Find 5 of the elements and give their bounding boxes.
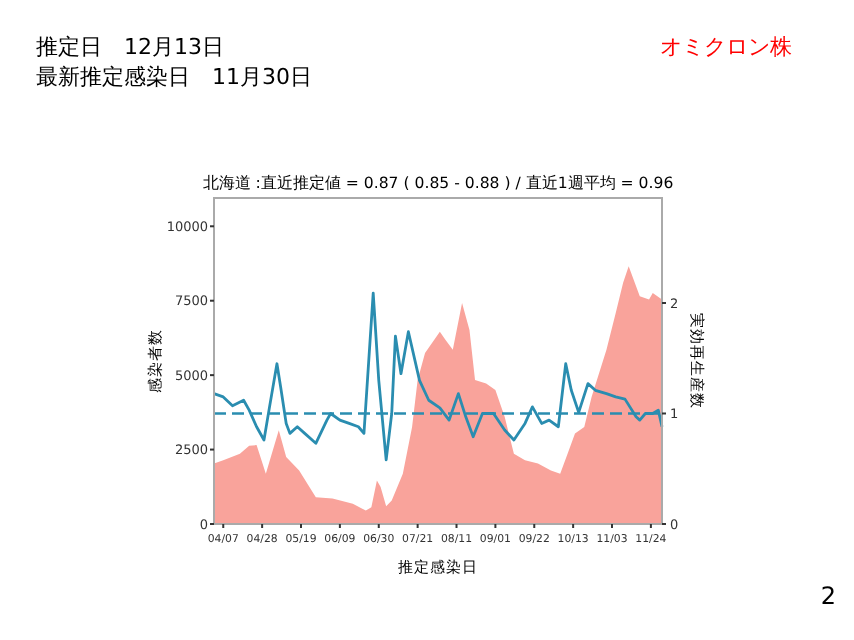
line-series (212, 291, 664, 462)
text: オミクロン株 (660, 34, 792, 60)
text: 最新推定感染日 11月30日 (36, 64, 312, 90)
text: 2 (820, 582, 836, 610)
text: 推定日 12月13日 (36, 34, 224, 60)
